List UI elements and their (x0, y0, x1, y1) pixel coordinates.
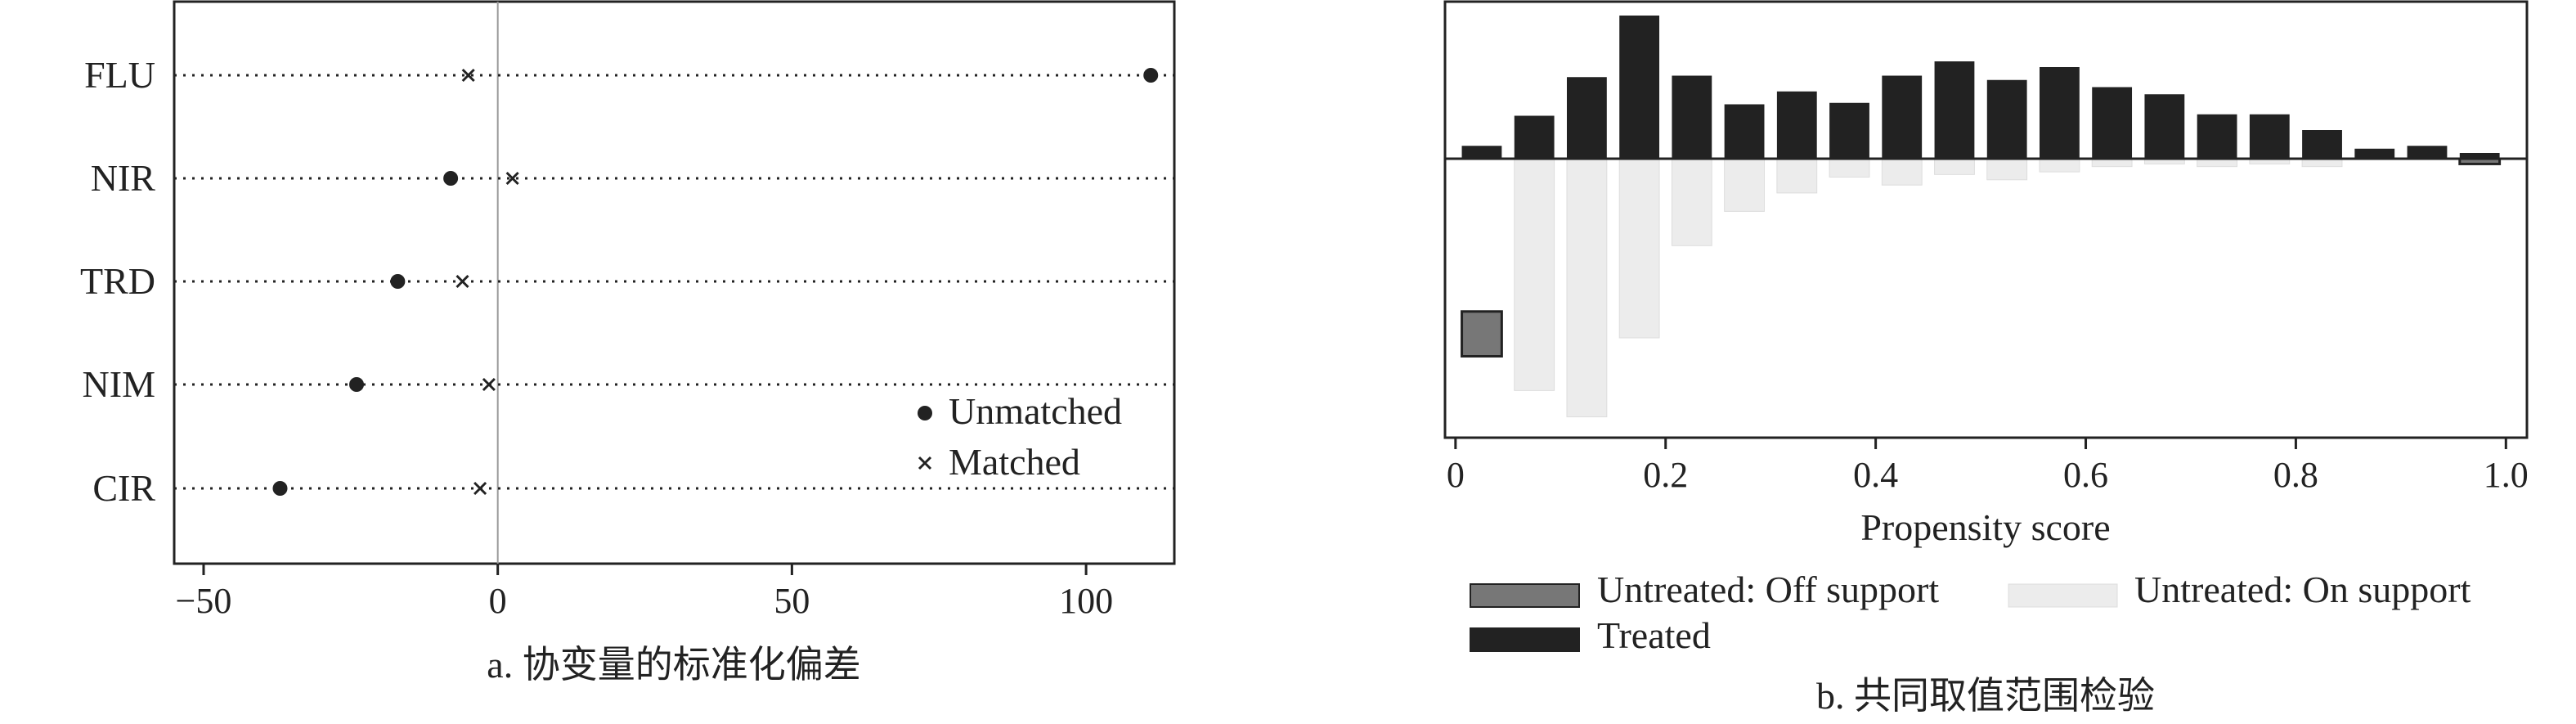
treated-bar (1934, 61, 1975, 159)
covariate-label: FLU (84, 54, 155, 96)
treated-bar (2302, 130, 2342, 159)
treated-bar (2040, 67, 2080, 159)
on-support-bar (1724, 158, 1765, 212)
covariate-rows: FLU NIR TRD NIM CIR (80, 54, 1174, 509)
panel-b-plot-frame (1443, 0, 2529, 439)
panel-b-x-axis-label: Propensity score (1860, 506, 2110, 548)
treated-bar (1461, 146, 1502, 159)
x-tick-label: 0 (489, 581, 507, 621)
panel-a-standardized-bias: FLU NIR TRD NIM CIR −50 0 50 100 Unmatched Matc… (80, 0, 1176, 686)
legend-treated-label: Treated (1597, 614, 1711, 656)
on-support-bar (1671, 158, 1712, 246)
legend-matched-marker (918, 456, 932, 470)
panel-b-caption: b. 共同取值范围检验 (1816, 675, 2155, 717)
matched-point (482, 377, 496, 392)
unmatched-point (443, 171, 459, 186)
legend-on-support-label: Untreated: On support (2134, 569, 2471, 610)
x-tick-label: 1.0 (2484, 455, 2529, 495)
matched-point (461, 68, 475, 83)
x-tick-label: 100 (1059, 581, 1113, 621)
treated-bar (2092, 87, 2133, 159)
covariate-label: NIR (91, 157, 156, 199)
treated-bar (1724, 104, 1765, 159)
legend-matched-label: Matched (949, 441, 1080, 483)
treated-bar (1829, 102, 1869, 159)
treated-bar (2459, 153, 2500, 159)
x-tick-label: 0.4 (1853, 455, 1898, 495)
treated-bar (1566, 77, 1607, 159)
unmatched-point (1143, 68, 1159, 83)
on-support-bar (1618, 158, 1660, 339)
legend-unmatched-marker (918, 406, 932, 420)
treated-bar (1619, 16, 1660, 159)
treated-bar (2144, 94, 2185, 159)
x-tick-label: −50 (176, 581, 232, 621)
treated-bar (1672, 75, 1712, 159)
treated-bar (1776, 91, 1817, 159)
covariate-label: NIM (83, 363, 155, 405)
treated-bar (2249, 114, 2290, 159)
covariate-label: TRD (80, 260, 155, 302)
treated-bar (1514, 115, 1555, 159)
covariate-label: CIR (92, 467, 155, 509)
unmatched-point (349, 377, 365, 392)
on-support-bar (1881, 158, 1923, 186)
treated-bar (2407, 146, 2448, 159)
legend-treated-swatch (1470, 627, 1580, 652)
x-tick-label: 0.2 (1643, 455, 1688, 495)
x-tick-label: 0.6 (2063, 455, 2108, 495)
legend-off-support-label: Untreated: Off support (1597, 569, 1939, 610)
panel-a-caption: a. 协变量的标准化偏差 (487, 644, 860, 686)
matched-point (505, 171, 519, 186)
legend-unmatched-label: Unmatched (949, 390, 1122, 432)
matched-point (473, 481, 487, 496)
panel-a-x-axis: −50 0 50 100 (176, 564, 1113, 621)
legend-on-support-swatch (2008, 583, 2118, 608)
off-support-bar (1461, 310, 1503, 358)
on-support-bar (1776, 158, 1818, 194)
on-support-bar (1829, 158, 1870, 178)
unmatched-point (390, 274, 406, 289)
x-tick-label: 0 (1447, 455, 1465, 495)
treated-bar (1986, 79, 2027, 159)
legend-off-support-swatch (1470, 583, 1580, 608)
on-support-bar (2039, 158, 2080, 173)
panel-b-common-support: 0 0.2 0.4 0.6 0.8 1.0 Propensity score Untrea… (1443, 0, 2529, 717)
on-support-bar (1514, 158, 1555, 391)
on-support-bar (1934, 158, 1975, 175)
panel-a-legend: Unmatched Matched (918, 390, 1122, 483)
panel-b-x-axis: 0 0.2 0.4 0.6 0.8 1.0 (1447, 438, 2529, 495)
treated-bar (2354, 148, 2395, 159)
on-support-bar (1986, 158, 2028, 181)
treated-bar (2197, 114, 2237, 159)
propensity-histogram (1461, 16, 2502, 418)
x-tick-label: 50 (774, 581, 810, 621)
treated-bar (1882, 75, 1923, 159)
on-support-bar (1566, 158, 1608, 418)
matched-point (456, 274, 469, 289)
x-tick-label: 0.8 (2273, 455, 2318, 495)
panel-b-legend: Untreated: Off support Untreated: On sup… (1470, 569, 2471, 656)
unmatched-point (272, 481, 288, 496)
